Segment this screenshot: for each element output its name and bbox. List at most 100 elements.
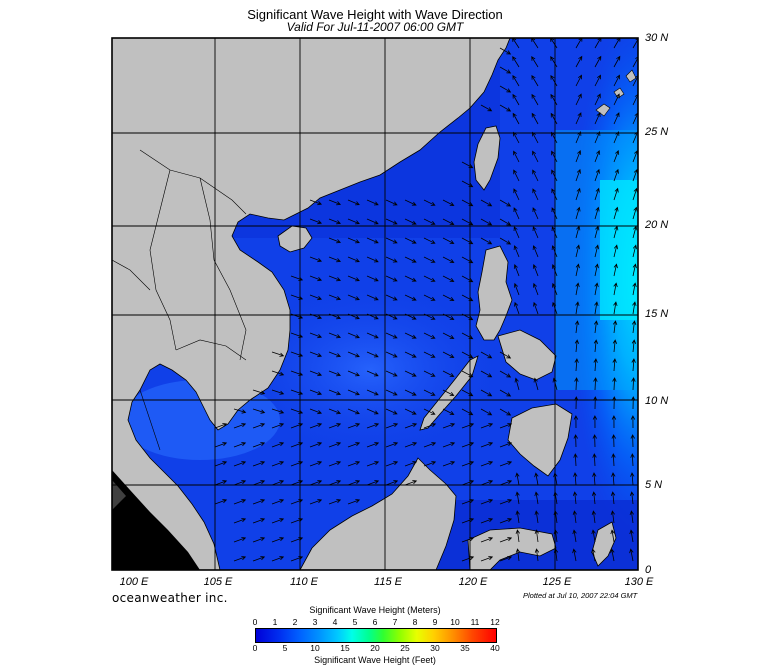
borneo-island	[299, 457, 457, 570]
wave-arrow	[328, 237, 342, 244]
wave-arrow	[593, 358, 598, 372]
wave-arrow	[572, 510, 577, 524]
wave-arrow	[630, 415, 636, 429]
wave-arrow	[613, 74, 620, 87]
wave-arrow	[574, 358, 579, 372]
wave-arrow	[271, 480, 285, 486]
wave-arrow	[309, 218, 323, 225]
wave-arrow	[512, 112, 520, 125]
wave-arrow	[632, 206, 638, 220]
wave-arrow	[271, 351, 285, 357]
wave-arrow	[442, 313, 455, 320]
wave-arrow	[513, 188, 520, 201]
wave-arrow	[461, 556, 475, 562]
wave-arrow	[499, 408, 512, 416]
wave-arrow	[593, 377, 598, 391]
wave-arrow	[252, 442, 266, 448]
wave-arrow	[513, 263, 520, 277]
wave-arrow	[290, 480, 304, 486]
wave-arrow	[423, 408, 436, 415]
wave-arrow	[461, 461, 475, 467]
wave-arrow	[328, 332, 342, 339]
wave-arrow	[632, 225, 638, 239]
wave-arrow	[613, 282, 618, 296]
wave-arrow	[630, 434, 635, 448]
wave-arrow	[610, 491, 616, 505]
legend-title-feet: Significant Wave Height (Feet)	[314, 655, 436, 665]
wave-arrow	[423, 370, 436, 377]
wave-arrow	[480, 218, 493, 226]
wave-arrow	[573, 472, 578, 486]
wave-arrow	[499, 499, 513, 505]
wave-arrow	[532, 263, 539, 277]
wave-arrow	[499, 104, 512, 112]
wave-arrow	[594, 149, 601, 163]
wave-arrow	[442, 389, 455, 396]
wave-arrow	[573, 453, 578, 467]
wave-arrow	[613, 244, 619, 258]
visayas-islands	[497, 329, 557, 381]
wave-arrow	[461, 313, 474, 321]
wave-arrow	[613, 55, 621, 68]
wave-arrow	[594, 74, 601, 87]
wave-arrow	[499, 556, 513, 562]
wave-arrow	[290, 518, 304, 524]
feet-tick-label: 15	[340, 643, 350, 653]
wave-arrow	[233, 537, 247, 543]
wave-arrow	[631, 339, 637, 353]
wave-arrow	[385, 199, 398, 206]
wave-arrow	[309, 351, 323, 358]
wave-arrow	[347, 256, 360, 263]
wave-arrow	[575, 206, 581, 220]
wave-arrow	[214, 499, 228, 505]
meters-tick-label: 12	[490, 617, 500, 627]
wave-arrow	[290, 294, 304, 300]
wave-arrow	[499, 47, 512, 55]
wave-arrow	[290, 423, 304, 429]
wave-arrow	[347, 499, 361, 505]
country-borders	[112, 149, 247, 451]
wave-arrow	[385, 461, 399, 467]
wave-arrow	[594, 38, 602, 49]
wave-arrow	[442, 461, 456, 467]
wave-arrow	[610, 548, 615, 562]
wave-arrow	[423, 199, 436, 206]
wave-arrow	[385, 294, 398, 301]
wave-arrow	[610, 510, 615, 524]
wave-arrow	[551, 169, 558, 182]
wave-arrow	[613, 149, 620, 163]
wave-arrow	[347, 370, 360, 377]
wave-arrow	[271, 442, 285, 448]
wave-arrow	[611, 472, 616, 486]
wave-arrow	[631, 320, 637, 334]
wave-arrow	[612, 396, 617, 410]
lon-label-105e: 105 E	[203, 576, 233, 588]
wave-arrow	[328, 461, 342, 467]
wave-arrow	[575, 38, 583, 49]
wave-arrow	[404, 313, 417, 320]
lat-label-10n: 10 N	[645, 395, 669, 407]
meters-tick-label: 2	[292, 617, 298, 627]
lon-label-130e: 130 E	[624, 576, 654, 588]
meters-tick-label: 0	[252, 617, 258, 627]
wave-arrow	[442, 423, 456, 429]
wave-arrow	[515, 529, 520, 543]
wave-arrow	[461, 294, 474, 302]
wave-arrow	[533, 301, 539, 315]
wave-arrow	[309, 313, 323, 320]
wave-arrow	[347, 480, 361, 486]
wave-arrow	[594, 168, 600, 182]
wave-arrow	[442, 275, 455, 282]
wave-arrow	[592, 415, 598, 429]
wave-arrow	[423, 351, 436, 358]
wave-arrow	[423, 389, 436, 396]
wave-arrow	[593, 339, 599, 353]
wave-arrow	[271, 537, 285, 543]
wave-arrow	[499, 537, 513, 543]
wave-arrow	[423, 461, 437, 467]
wave-arrow	[531, 112, 539, 125]
wave-arrow	[631, 377, 636, 391]
wave-arrow	[480, 556, 494, 562]
wave-arrow	[423, 275, 436, 282]
